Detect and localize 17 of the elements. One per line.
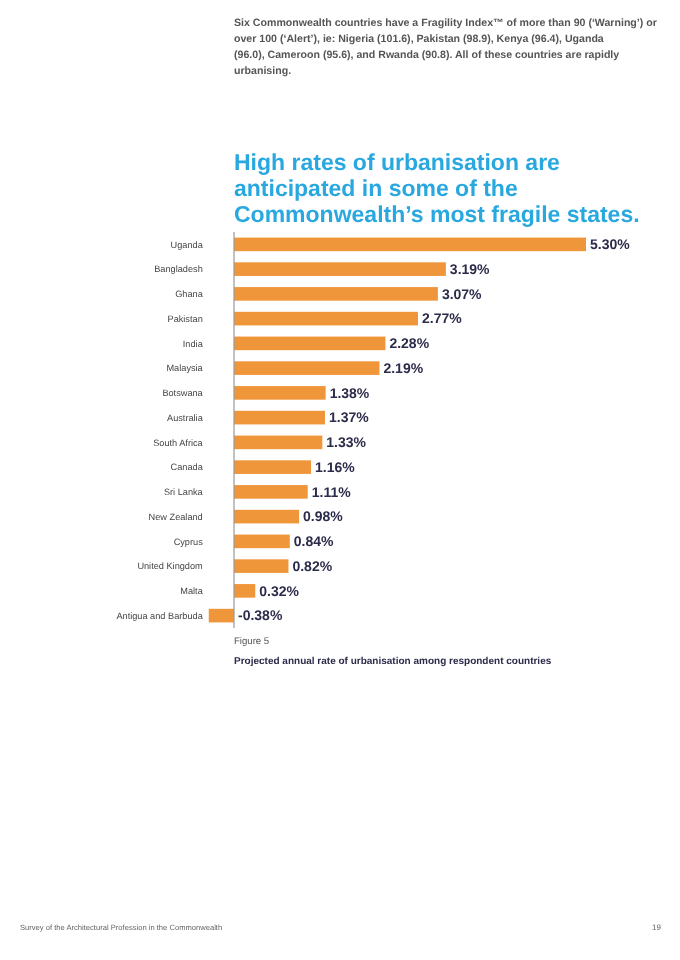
bar xyxy=(234,386,326,400)
bar xyxy=(234,534,290,549)
bar xyxy=(234,361,380,375)
bar xyxy=(234,336,386,351)
bar xyxy=(234,287,438,301)
bar xyxy=(234,262,446,276)
chart-title: High rates of urbanisation are anticipated in some of the Commonwealth’s most fragile states. xyxy=(234,152,640,228)
bar xyxy=(234,435,323,450)
bar xyxy=(234,311,418,326)
bar xyxy=(208,608,234,623)
bar xyxy=(234,584,256,598)
bar xyxy=(234,509,300,524)
bar xyxy=(234,485,308,499)
bar xyxy=(234,410,325,425)
bar xyxy=(234,559,289,573)
bar xyxy=(234,460,312,474)
bar xyxy=(234,237,586,252)
